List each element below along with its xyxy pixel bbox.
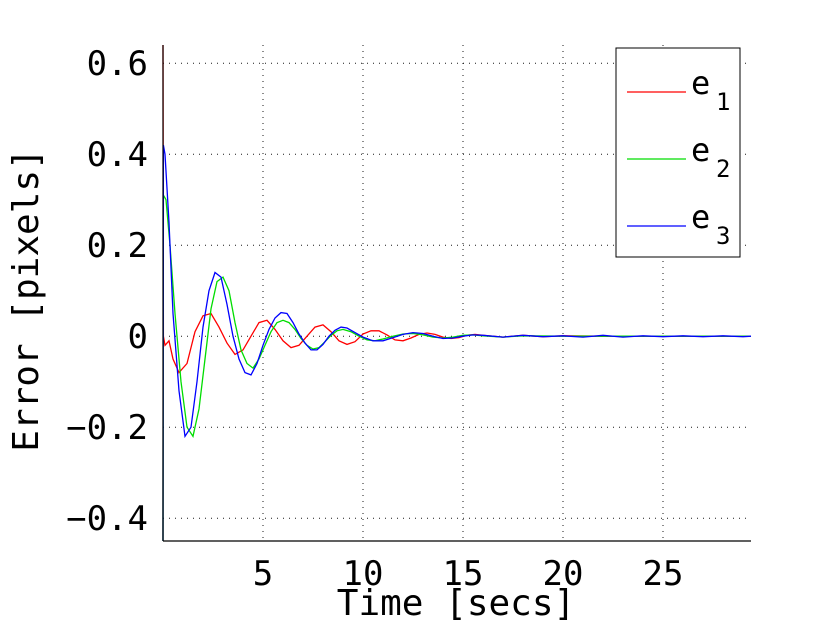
legend-label-e3: e: [691, 198, 710, 236]
legend-label-e2: e: [691, 131, 710, 169]
series-line-e3: [162, 144, 752, 542]
legend-entries: e 1e 2e 3: [627, 64, 730, 250]
y-axis-label: Error [pixels]: [6, 148, 47, 451]
x-tick-label: 15: [443, 554, 484, 594]
y-tick-label: −0.4: [66, 499, 148, 539]
x-tick-label: 20: [543, 554, 584, 594]
y-tick-label: 0.2: [87, 226, 148, 266]
legend: e 1e 2e 3: [615, 47, 741, 258]
legend-subscript-e1: 1: [716, 88, 730, 116]
x-axis-label: Time [secs]: [337, 583, 575, 624]
series-lines: [162, 44, 752, 542]
x-tick-label: 10: [343, 554, 384, 594]
legend-label-e1: e: [691, 64, 710, 102]
legend-box: [615, 47, 741, 258]
y-tick-label: −0.2: [66, 408, 148, 448]
x-tick-label: 25: [643, 554, 684, 594]
y-tick-labels: 0.6 0.4 0.2 0 −0.2 −0.4: [66, 44, 148, 539]
x-tick-labels: 5 10 15 20 25: [253, 554, 684, 594]
y-tick-label: 0: [128, 317, 148, 357]
x-tick-label: 5: [253, 554, 273, 594]
legend-subscript-e3: 3: [716, 222, 730, 250]
legend-subscript-e2: 2: [716, 155, 730, 183]
y-tick-label: 0.4: [87, 135, 148, 175]
y-tick-label: 0.6: [87, 44, 148, 84]
